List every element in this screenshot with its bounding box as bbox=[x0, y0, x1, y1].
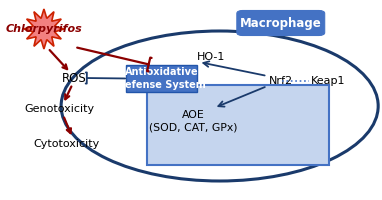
Text: Macrophage: Macrophage bbox=[240, 17, 322, 29]
Text: Genotoxicity: Genotoxicity bbox=[24, 104, 94, 114]
FancyBboxPatch shape bbox=[237, 10, 325, 36]
Text: AOE
(SOD, CAT, GPx): AOE (SOD, CAT, GPx) bbox=[149, 110, 237, 132]
Text: ROS: ROS bbox=[62, 72, 87, 84]
Text: Chlorpyrifos: Chlorpyrifos bbox=[6, 24, 82, 34]
Bar bbox=[147, 85, 329, 165]
Text: Cytotoxicity: Cytotoxicity bbox=[34, 139, 100, 149]
Text: Antioxidative
Defense System: Antioxidative Defense System bbox=[117, 67, 206, 90]
Text: HO-1: HO-1 bbox=[197, 52, 225, 62]
Polygon shape bbox=[24, 9, 64, 49]
FancyBboxPatch shape bbox=[126, 65, 197, 92]
Text: Keap1: Keap1 bbox=[311, 76, 346, 86]
Ellipse shape bbox=[61, 31, 378, 181]
Text: Nrf2: Nrf2 bbox=[269, 76, 293, 86]
